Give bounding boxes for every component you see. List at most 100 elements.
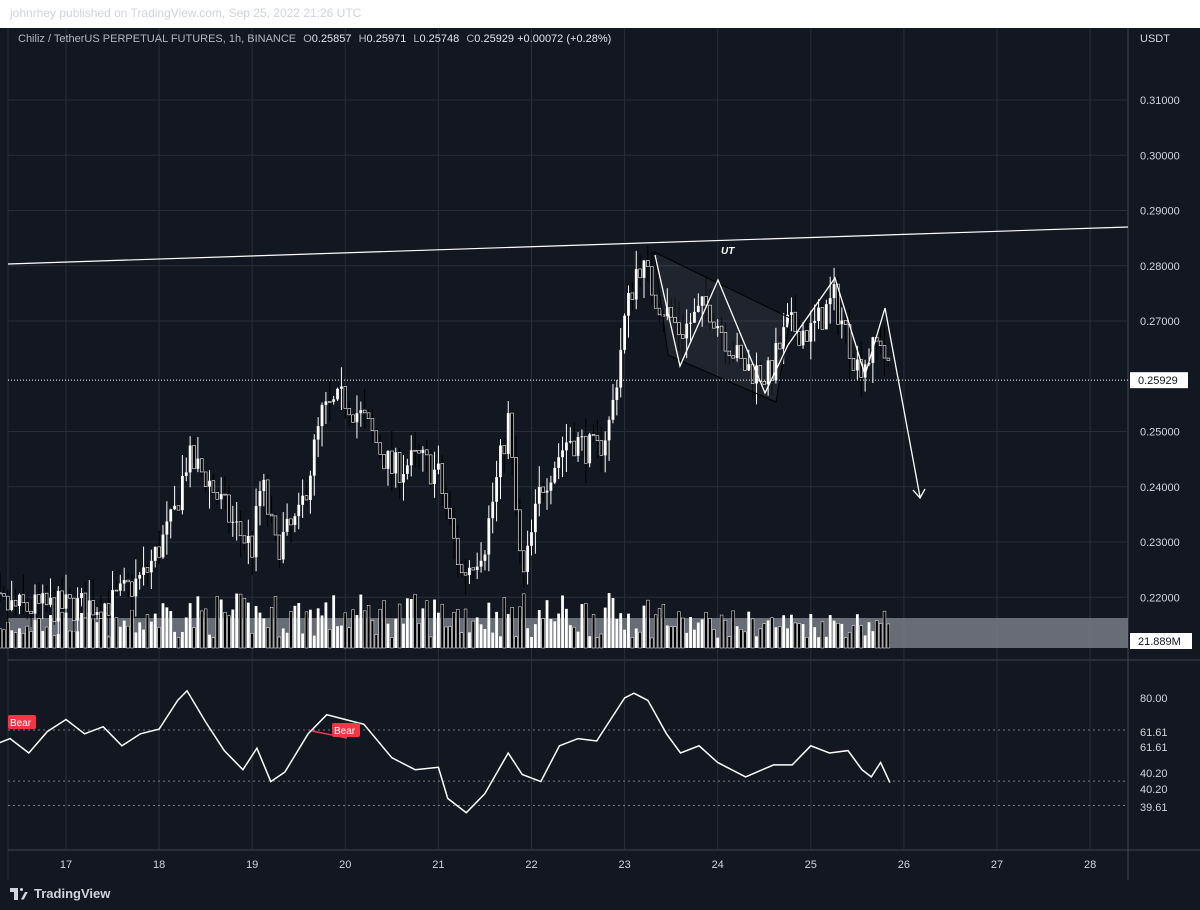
candle-body bbox=[362, 409, 367, 414]
volume-bar bbox=[374, 634, 378, 649]
candle-body bbox=[681, 334, 685, 339]
volume-bar bbox=[619, 613, 623, 648]
candle-body bbox=[111, 590, 114, 616]
volume-bar bbox=[246, 602, 250, 648]
volume-bar bbox=[114, 617, 119, 649]
bear-divergence-line bbox=[311, 730, 348, 739]
volume-bar bbox=[522, 593, 526, 649]
volume-bar bbox=[526, 628, 530, 648]
tradingview-brand[interactable]: TradingView bbox=[10, 886, 110, 901]
volume-bar bbox=[708, 618, 712, 649]
volume-bar bbox=[413, 594, 417, 649]
x-tick-label: 20 bbox=[339, 859, 351, 871]
volume-bar bbox=[378, 608, 382, 649]
volume-bar bbox=[219, 599, 223, 648]
candle-body bbox=[549, 482, 553, 491]
volume-bar bbox=[537, 609, 541, 648]
candle-body bbox=[246, 536, 250, 544]
volume-bar bbox=[10, 630, 14, 648]
candle-body bbox=[824, 304, 828, 330]
volume-bar bbox=[553, 621, 557, 648]
candle-body bbox=[262, 479, 266, 492]
descending-channel bbox=[653, 251, 791, 403]
candle-body bbox=[285, 518, 289, 532]
candle-body bbox=[145, 567, 150, 573]
volume-bar bbox=[258, 612, 262, 648]
volume-bar bbox=[153, 613, 157, 648]
volume-bar bbox=[188, 603, 192, 648]
candle-body bbox=[153, 546, 157, 561]
volume-bar bbox=[250, 633, 254, 649]
candle-body bbox=[176, 505, 181, 511]
high-label: H bbox=[358, 33, 367, 45]
volume-bar bbox=[394, 618, 398, 648]
volume-bar bbox=[215, 596, 219, 649]
low-value: 0.25748 bbox=[419, 33, 460, 45]
candle-body bbox=[747, 364, 751, 371]
candle-body bbox=[491, 501, 495, 519]
candle-body bbox=[459, 564, 464, 574]
price-tick-label: 0.23000 bbox=[1140, 537, 1180, 549]
volume-bar bbox=[875, 620, 879, 649]
candle-body bbox=[13, 599, 18, 607]
candle-body bbox=[611, 399, 615, 420]
close-value: 0.25929 bbox=[474, 33, 515, 45]
volume-bar bbox=[304, 611, 309, 649]
volume-bar bbox=[716, 637, 720, 648]
candle-body bbox=[627, 292, 630, 316]
candle-body bbox=[522, 550, 526, 573]
symbol-name[interactable]: Chiliz / TetherUS PERPETUAL FUTURES, 1h,… bbox=[18, 33, 297, 45]
candle-body bbox=[820, 307, 825, 330]
candle-body bbox=[471, 567, 476, 571]
publisher-bar bbox=[0, 0, 1200, 28]
candle-body bbox=[790, 312, 793, 315]
volume-bar bbox=[502, 597, 506, 649]
volume-bar bbox=[770, 617, 774, 649]
volume-bar bbox=[623, 629, 626, 648]
candle-body bbox=[347, 408, 351, 416]
volume-bar bbox=[677, 611, 681, 649]
rsi-tick-label: 80.00 bbox=[1140, 693, 1168, 705]
candle-body bbox=[689, 322, 692, 324]
candle-body bbox=[425, 449, 429, 456]
volume-bar bbox=[506, 613, 510, 648]
candle-body bbox=[487, 518, 491, 555]
volume-bar bbox=[68, 630, 72, 649]
volume-bar bbox=[382, 600, 386, 649]
volume-bar bbox=[192, 627, 196, 649]
x-tick-label: 24 bbox=[712, 859, 724, 871]
candle-body bbox=[390, 450, 394, 474]
candle-body bbox=[106, 603, 111, 616]
volume-bar bbox=[750, 618, 755, 649]
candle-body bbox=[223, 493, 227, 496]
candle-body bbox=[677, 322, 681, 335]
volume-bar bbox=[588, 636, 592, 648]
volume-bar bbox=[646, 599, 650, 649]
volume-bar bbox=[545, 600, 549, 648]
bear-label-text: Bear bbox=[10, 718, 32, 729]
rsi-layer: Bear Bear bbox=[0, 689, 891, 814]
chart-grid bbox=[0, 0, 1200, 880]
candle-body bbox=[2, 593, 6, 597]
candle-body bbox=[118, 583, 122, 591]
candle-body bbox=[693, 311, 696, 323]
volume-bar bbox=[320, 615, 324, 648]
candle-body bbox=[580, 436, 584, 438]
volume-bar bbox=[184, 617, 188, 648]
volume-bar bbox=[786, 628, 789, 648]
volume-bar bbox=[176, 637, 181, 649]
candle-body bbox=[188, 445, 192, 473]
volume-bar bbox=[29, 631, 33, 649]
volume-bar bbox=[390, 637, 394, 649]
volume-bar bbox=[316, 608, 320, 648]
volume-bar bbox=[242, 598, 247, 649]
candle-body bbox=[21, 594, 26, 604]
x-tick-label: 28 bbox=[1084, 859, 1096, 871]
volume-bar bbox=[685, 632, 689, 648]
volume-bar bbox=[285, 632, 289, 648]
volume-bar bbox=[510, 607, 514, 649]
candle-body bbox=[52, 597, 57, 622]
volume-bar bbox=[366, 605, 371, 649]
candle-body bbox=[68, 594, 72, 599]
